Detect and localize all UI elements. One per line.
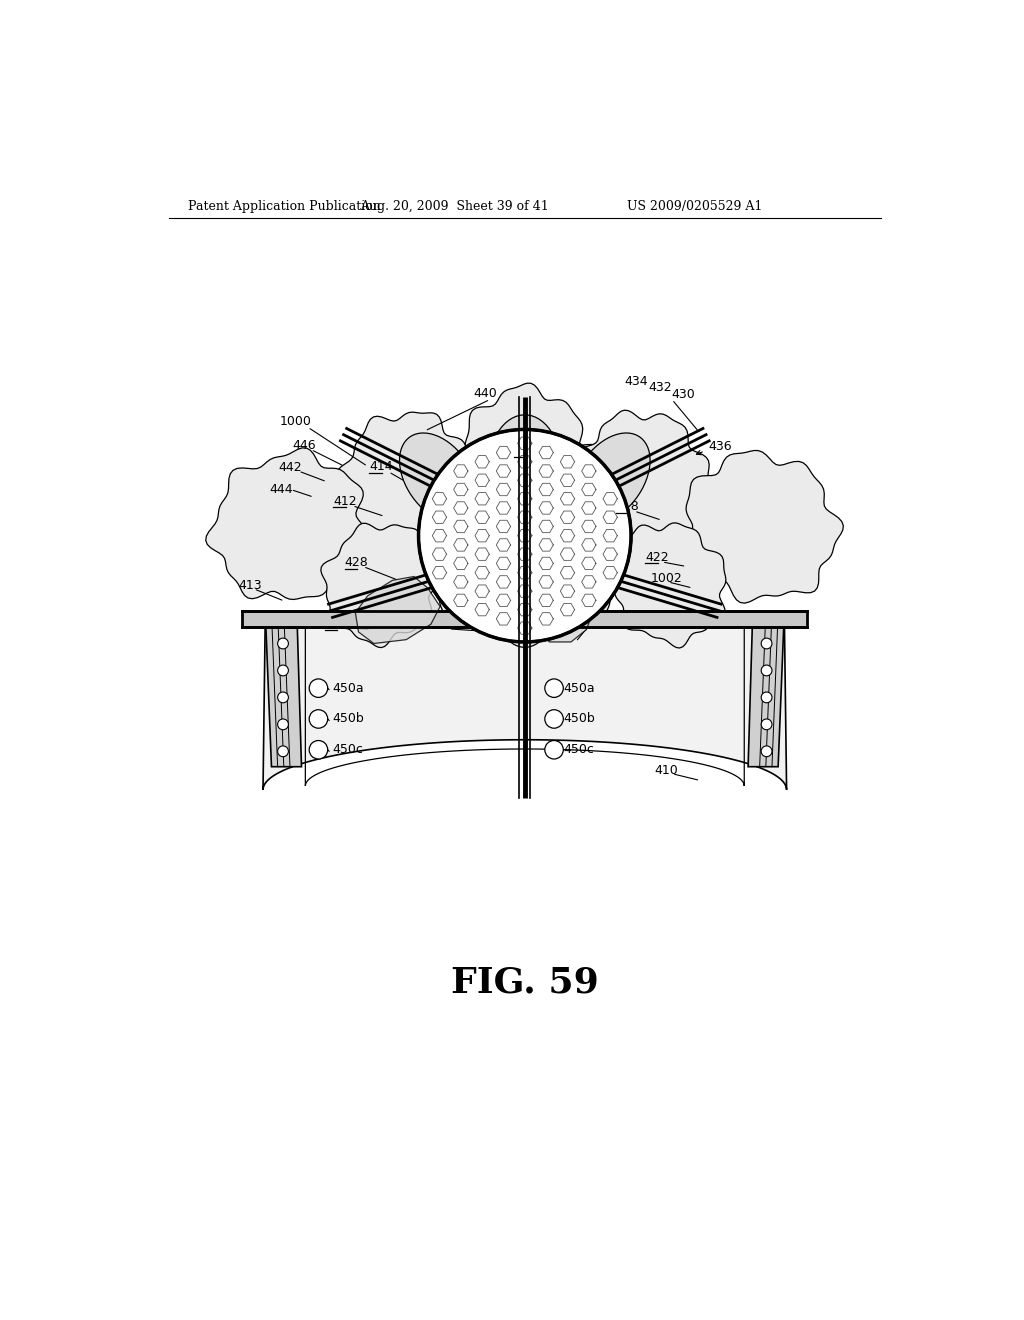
Circle shape (761, 692, 772, 702)
Circle shape (278, 638, 289, 649)
Polygon shape (265, 612, 301, 767)
Circle shape (309, 710, 328, 729)
Text: 450c: 450c (333, 743, 364, 756)
Text: 450c: 450c (563, 743, 594, 756)
Circle shape (761, 719, 772, 730)
Text: 412: 412 (333, 495, 356, 508)
Text: 434: 434 (625, 375, 648, 388)
Text: 436: 436 (708, 440, 732, 453)
Polygon shape (487, 414, 562, 525)
Text: 428: 428 (345, 556, 369, 569)
Text: 1000: 1000 (431, 619, 463, 632)
Text: 1000: 1000 (280, 416, 312, 428)
Text: 432: 432 (648, 381, 672, 395)
Text: 414: 414 (370, 459, 393, 473)
Circle shape (545, 741, 563, 759)
Polygon shape (263, 612, 786, 789)
Polygon shape (487, 513, 562, 647)
Text: 410: 410 (654, 764, 678, 777)
Circle shape (309, 678, 328, 697)
Polygon shape (684, 450, 844, 603)
Circle shape (309, 741, 328, 759)
Circle shape (545, 710, 563, 729)
Circle shape (419, 429, 631, 642)
Polygon shape (399, 433, 477, 523)
Polygon shape (501, 498, 644, 574)
Text: 418: 418 (615, 500, 639, 513)
Polygon shape (336, 412, 472, 552)
Circle shape (761, 638, 772, 649)
Text: FIG. 59: FIG. 59 (451, 965, 599, 999)
Circle shape (278, 746, 289, 756)
Polygon shape (355, 577, 440, 644)
Text: 426: 426 (325, 618, 348, 631)
Text: 446: 446 (292, 440, 315, 453)
Polygon shape (482, 420, 567, 558)
Text: 430: 430 (672, 388, 695, 400)
Text: 450a: 450a (333, 681, 364, 694)
Circle shape (278, 719, 289, 730)
Polygon shape (749, 612, 784, 767)
Text: 440: 440 (473, 387, 497, 400)
Circle shape (761, 665, 772, 676)
Circle shape (545, 678, 563, 697)
Polygon shape (406, 498, 549, 574)
Polygon shape (572, 433, 650, 523)
Polygon shape (243, 611, 807, 627)
Text: Aug. 20, 2009  Sheet 39 of 41: Aug. 20, 2009 Sheet 39 of 41 (359, 199, 548, 213)
Polygon shape (501, 445, 616, 560)
Circle shape (278, 692, 289, 702)
Polygon shape (439, 513, 547, 622)
Polygon shape (532, 581, 593, 642)
Polygon shape (503, 513, 610, 622)
Text: 450b: 450b (333, 713, 365, 726)
Text: 450a: 450a (563, 681, 595, 694)
Text: Patent Application Publication: Patent Application Publication (188, 199, 381, 213)
Text: 424: 424 (575, 614, 599, 627)
Text: 444: 444 (269, 483, 293, 496)
Text: 442: 442 (279, 462, 302, 474)
Text: 416: 416 (514, 445, 538, 458)
Text: US 2009/0205529 A1: US 2009/0205529 A1 (628, 199, 763, 213)
Polygon shape (321, 523, 440, 648)
Polygon shape (457, 383, 593, 544)
Polygon shape (206, 447, 366, 599)
Circle shape (278, 665, 289, 676)
Polygon shape (577, 411, 710, 554)
Text: 450b: 450b (563, 713, 595, 726)
Text: 422: 422 (645, 550, 669, 564)
Text: 413: 413 (239, 579, 262, 593)
Polygon shape (607, 523, 726, 648)
Circle shape (761, 746, 772, 756)
Polygon shape (433, 445, 549, 560)
Text: 1002: 1002 (651, 572, 683, 585)
